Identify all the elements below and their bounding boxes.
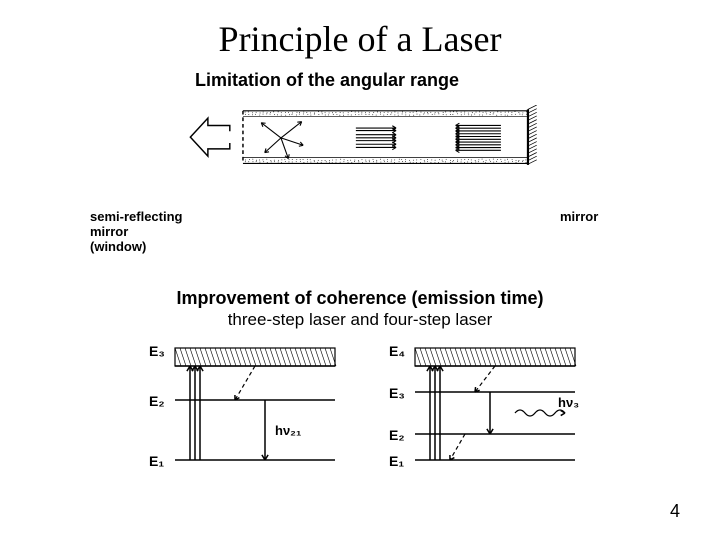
page-title: Principle of a Laser [0,18,720,60]
svg-text:E₃: E₃ [389,385,405,401]
svg-text:E₁: E₁ [389,453,404,469]
subtitle-coherence: Improvement of coherence (emission time) [140,288,580,309]
svg-text:hν₃: hν₃ [558,395,579,410]
energy-level-diagrams: E₃ E₂ E₁ hν₂₁ E₄ E₃ E₂ E₁ hν₃ [145,342,595,492]
svg-text:E₂: E₂ [389,427,405,443]
page-number: 4 [670,501,680,522]
cavity-diagram [120,105,610,200]
svg-text:E₂: E₂ [149,393,165,409]
label-mirror: mirror [560,210,598,225]
subtitle-angular-range: Limitation of the angular range [195,70,459,91]
subtitle-steps: three-step laser and four-step laser [140,310,580,330]
svg-text:hν₂₁: hν₂₁ [275,423,301,438]
svg-text:E₁: E₁ [149,453,164,469]
svg-text:E₃: E₃ [149,343,165,359]
label-semi-reflecting: semi-reflecting mirror (window) [90,210,182,255]
svg-text:E₄: E₄ [389,343,405,359]
